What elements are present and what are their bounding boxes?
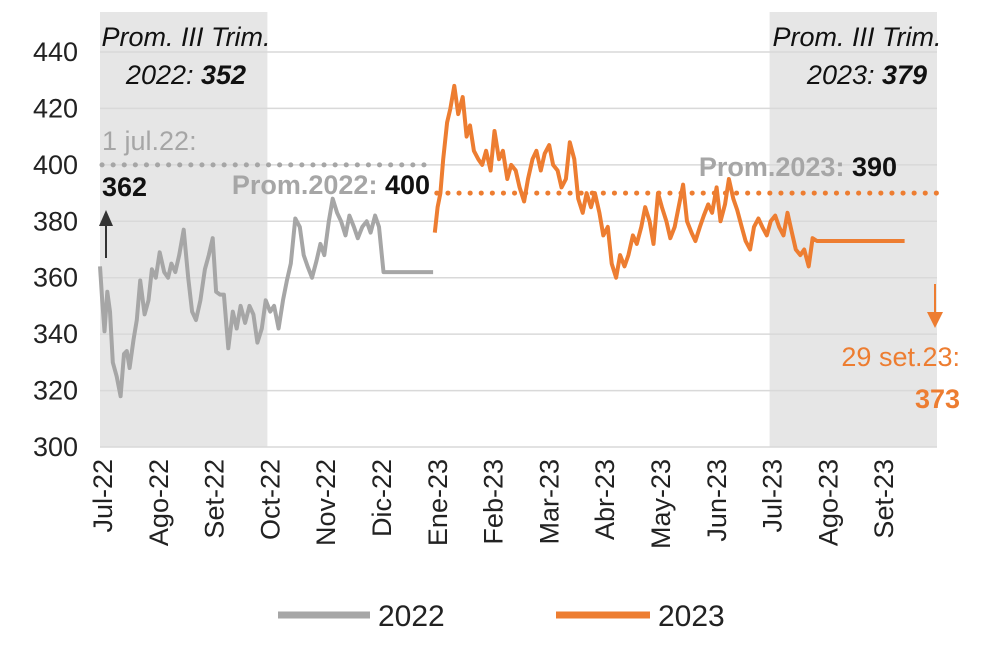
y-tick-label: 400 — [33, 150, 78, 180]
y-tick-label: 360 — [33, 263, 78, 293]
x-tick-label: Set-23 — [869, 459, 899, 539]
average-2022-label: Prom.2022: 400 — [232, 170, 430, 200]
y-tick-label: 380 — [33, 206, 78, 236]
q3-2023-annotation-number: 379 — [882, 60, 927, 90]
start-date-label: 1 jul.22: — [102, 126, 197, 156]
gridlines — [100, 51, 937, 448]
q3-2023-annotation-title: Prom. III Trim. — [773, 22, 942, 52]
q3-2022-annotation-number: 352 — [201, 60, 246, 90]
legend-label-2022: 2022 — [378, 600, 445, 633]
average-2023-label-text: Prom.2023: — [699, 152, 852, 182]
shaded-area-q3-2023 — [769, 12, 937, 447]
q3-2022-annotation-prefix: 2022: — [125, 60, 201, 90]
start-value-label: 362 — [102, 172, 147, 202]
x-tick-label: Nov-22 — [311, 459, 341, 546]
q3-2022-annotation-title: Prom. III Trim. — [102, 22, 271, 52]
x-tick-label: Set-22 — [200, 459, 230, 539]
x-axis: Jul-22 Ago-22 Set-22 Oct-22 Nov-22 Dic-22 Ene-… — [88, 459, 899, 549]
x-tick-label: Jul-22 — [88, 459, 118, 533]
y-tick-label: 320 — [33, 376, 78, 406]
series-line-2023 — [432, 83, 905, 280]
q3-2023-annotation-value: 2023: 379 — [806, 60, 927, 90]
y-tick-label: 440 — [33, 37, 78, 67]
x-tick-label: Dic-22 — [367, 459, 397, 537]
legend-label-2023: 2023 — [658, 600, 725, 633]
x-tick-label: Jun-23 — [702, 459, 732, 542]
y-tick-label: 340 — [33, 319, 78, 349]
end-value-label: 373 — [915, 384, 960, 414]
x-tick-label: Ene-23 — [423, 459, 453, 546]
series-line-2022 — [98, 196, 434, 399]
average-2022-label-text: Prom.2022: — [232, 170, 385, 200]
legend: 2022 2023 — [278, 600, 725, 633]
x-tick-label: Ago-22 — [144, 459, 174, 546]
y-tick-label: 420 — [33, 93, 78, 123]
end-arrow-head — [927, 312, 943, 328]
end-date-label: 29 set.23: — [841, 342, 960, 372]
x-tick-label: Oct-22 — [255, 459, 285, 540]
y-tick-label: 300 — [33, 432, 78, 462]
x-tick-label: Jul-23 — [758, 459, 788, 533]
y-axis: 300 320 340 360 380 400 420 440 — [33, 37, 78, 462]
average-2023-label: Prom.2023: 390 — [699, 152, 897, 182]
x-tick-label: Feb-23 — [479, 459, 509, 545]
average-2022-label-value: 400 — [385, 170, 430, 200]
x-tick-label: Ago-23 — [813, 459, 843, 546]
q3-2022-annotation-value: 2022: 352 — [125, 60, 246, 90]
x-tick-label: Abr-23 — [590, 459, 620, 540]
start-arrow-head — [99, 210, 113, 226]
average-2023-label-value: 390 — [852, 152, 897, 182]
x-tick-label: Mar-23 — [534, 459, 564, 545]
q3-2023-annotation-prefix: 2023: — [806, 60, 882, 90]
x-tick-label: May-23 — [646, 459, 676, 549]
